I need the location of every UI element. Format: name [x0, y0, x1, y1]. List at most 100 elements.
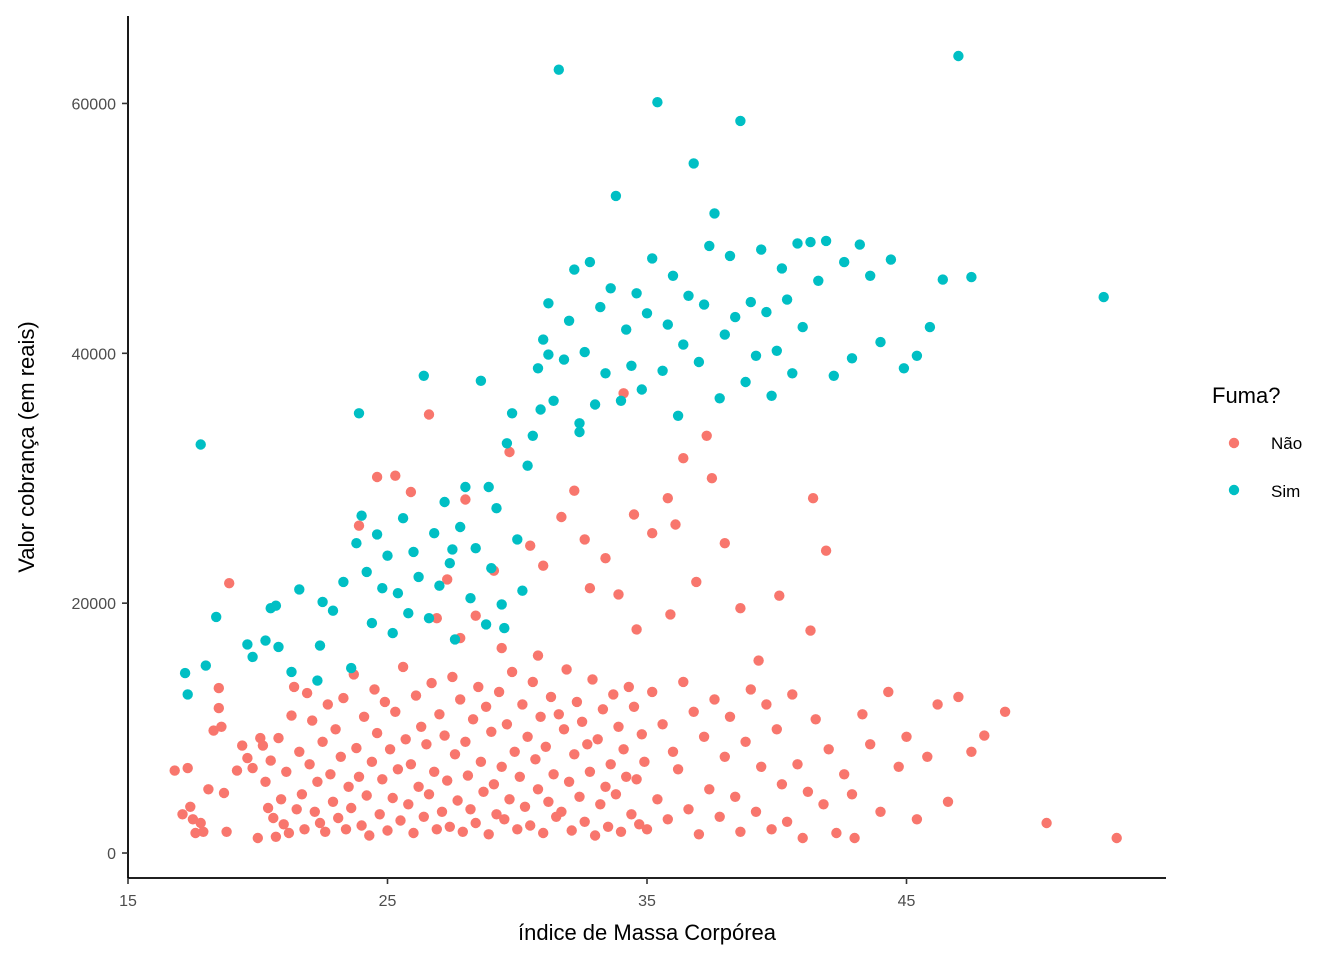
point-sim-60: [558, 354, 570, 365]
point-sim-29: [397, 513, 409, 524]
point-nao-107: [478, 786, 489, 797]
point-nao-232: [470, 610, 481, 621]
point-nao-224: [1111, 832, 1122, 844]
point-nao-250: [753, 655, 764, 666]
point-nao-139: [561, 664, 572, 675]
y-tick-label-2: 40000: [72, 346, 117, 363]
point-sim-43: [470, 543, 481, 554]
point-nao-110: [486, 726, 497, 737]
x-tick-label-3: 45: [898, 893, 916, 910]
point-nao-188: [735, 826, 746, 837]
point-sim-57: [543, 298, 554, 309]
point-nao-16: [231, 765, 243, 776]
y-tick-label-3: 60000: [72, 96, 117, 113]
legend-key-sim: [1228, 484, 1240, 496]
point-nao-56: [346, 802, 357, 814]
point-nao-206: [839, 769, 850, 780]
point-nao-200: [797, 832, 808, 844]
point-nao-204: [823, 744, 834, 755]
point-nao-88: [429, 766, 440, 777]
point-nao-152: [595, 799, 606, 810]
point-nao-186: [724, 711, 736, 722]
y-tick-label-0: 0: [107, 846, 116, 863]
point-nao-79: [405, 759, 417, 770]
point-nao-248: [719, 538, 730, 549]
point-nao-145: [576, 716, 588, 727]
point-sim-120: [937, 274, 948, 285]
point-sim-74: [631, 288, 642, 299]
point-nao-4: [187, 814, 199, 825]
point-sim-4: [211, 611, 222, 623]
point-sim-97: [750, 350, 762, 361]
point-nao-180: [693, 829, 705, 840]
point-nao-1: [177, 809, 188, 820]
point-nao-94: [444, 821, 455, 832]
point-sim-23: [366, 617, 378, 629]
point-nao-37: [296, 789, 308, 800]
point-nao-105: [473, 681, 484, 693]
point-sim-28: [392, 588, 404, 599]
point-sim-24: [371, 529, 383, 540]
point-nao-176: [672, 764, 684, 775]
point-nao-244: [662, 493, 673, 504]
point-nao-144: [574, 791, 585, 802]
point-nao-143: [571, 696, 583, 708]
point-nao-230: [442, 574, 453, 585]
x-axis-title: índice de Massa Corpórea: [518, 920, 777, 945]
point-sim-37: [439, 496, 450, 508]
point-sim-14: [314, 640, 326, 651]
point-nao-129: [535, 711, 546, 722]
x-tick-label-1: 25: [379, 893, 397, 910]
point-sim-66: [589, 399, 601, 410]
point-sim-111: [839, 256, 850, 268]
point-nao-207: [846, 789, 858, 800]
point-nao-203: [818, 799, 829, 810]
point-nao-158: [610, 789, 622, 800]
point-nao-161: [618, 744, 629, 755]
point-nao-13: [218, 787, 230, 799]
point-sim-109: [820, 235, 832, 247]
point-sim-13: [312, 675, 323, 686]
point-sim-38: [444, 558, 455, 569]
point-nao-253: [820, 545, 832, 556]
point-nao-20: [252, 832, 263, 844]
point-nao-169: [639, 756, 650, 767]
legend-key-nao: [1228, 437, 1240, 449]
point-nao-212: [883, 686, 894, 698]
point-nao-149: [587, 674, 598, 685]
point-sim-128: [483, 481, 494, 493]
point-nao-238: [569, 485, 580, 496]
point-nao-242: [628, 509, 640, 520]
point-nao-76: [397, 661, 409, 673]
point-nao-25: [265, 755, 276, 766]
point-sim-110: [828, 370, 839, 381]
point-nao-36: [294, 746, 305, 757]
point-nao-54: [340, 824, 352, 835]
point-sim-59: [553, 64, 564, 75]
point-sim-103: [781, 294, 793, 305]
point-sim-20: [353, 408, 365, 419]
point-nao-2: [182, 762, 193, 774]
point-nao-140: [563, 776, 575, 787]
point-sim-121: [953, 50, 964, 62]
point-sim-86: [693, 356, 705, 368]
point-sim-115: [875, 336, 886, 348]
point-nao-100: [460, 736, 471, 747]
point-sim-10: [273, 641, 284, 653]
point-nao-19: [247, 762, 258, 774]
point-nao-131: [540, 741, 551, 752]
point-sim-77: [647, 253, 658, 264]
point-sim-90: [714, 393, 725, 404]
point-sim-89: [709, 208, 720, 219]
point-nao-159: [613, 721, 624, 732]
point-sim-127: [499, 622, 510, 634]
point-nao-112: [491, 809, 502, 820]
point-nao-175: [667, 746, 679, 757]
point-nao-31: [281, 766, 292, 777]
point-sim-40: [455, 521, 466, 533]
point-nao-221: [979, 730, 990, 741]
point-sim-25: [377, 583, 388, 594]
point-nao-226: [371, 471, 383, 483]
point-nao-96: [449, 749, 461, 760]
point-nao-147: [582, 739, 593, 750]
